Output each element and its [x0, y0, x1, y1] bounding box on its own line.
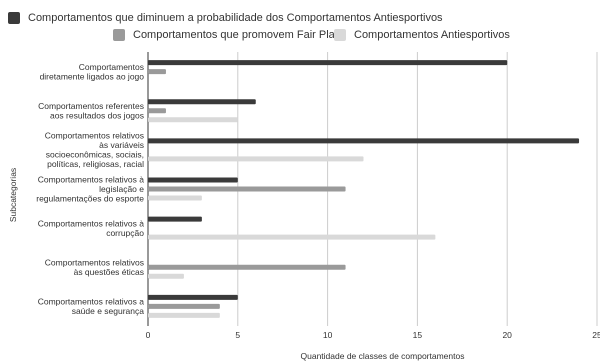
- bar-s1-c5: [148, 264, 346, 270]
- x-tick-label-10: 10: [323, 330, 333, 340]
- bar-s2-c4: [148, 234, 436, 240]
- x-tick-labels: 0 5 10 15 20 25: [146, 330, 600, 340]
- category-label-4: Comportamentos relativos à corrupção: [38, 218, 145, 238]
- bar-s1-c3: [148, 186, 346, 192]
- bar-s2-c6: [148, 312, 220, 318]
- category-label-3: Comportamentos relativos à legislação e re…: [36, 175, 144, 204]
- bar-s0-c3: [148, 177, 238, 183]
- category-label-2: Comportamentos relativos às variáveis soci…: [45, 131, 144, 170]
- x-tick-label-5: 5: [235, 330, 240, 340]
- x-axis-title: Quantidade de classes de comportamentos: [301, 351, 465, 361]
- legend-swatch-fair-play: [113, 29, 125, 41]
- x-tick-label-0: 0: [146, 330, 151, 340]
- bar-s2-c5: [148, 273, 184, 279]
- bars: [148, 60, 580, 318]
- category-label-6: Comportamentos relativos a saúde e segura…: [38, 297, 145, 317]
- bar-s0-c0: [148, 60, 508, 66]
- bar-s0-c2: [148, 138, 580, 144]
- legend-swatch-diminuem: [8, 12, 20, 24]
- y-axis-title: Subcategorias: [8, 168, 18, 222]
- category-label-0: Comportamentos diretamente ligados ao jog…: [40, 62, 145, 82]
- bar-s1-c0: [148, 69, 166, 75]
- x-tick-label-25: 25: [592, 330, 600, 340]
- category-label-5: Comportamentos relativos às questões étic…: [45, 258, 144, 278]
- bar-s2-c1: [148, 117, 238, 123]
- legend-entry-antiesportivos: Comportamentos Antiesportivos: [334, 29, 510, 41]
- x-tick-label-15: 15: [413, 330, 423, 340]
- chart-legend: Comportamentos que diminuem a probabilid…: [0, 0, 600, 48]
- legend-label-diminuem: Comportamentos que diminuem a probabilid…: [28, 12, 443, 24]
- legend-label-antiesportivos: Comportamentos Antiesportivos: [354, 29, 510, 41]
- bar-s2-c2: [148, 156, 364, 162]
- bar-s2-c3: [148, 195, 202, 201]
- legend-label-fair-play: Comportamentos que promovem Fair Play: [133, 29, 341, 41]
- bar-s1-c6: [148, 303, 220, 309]
- category-labels: Comportamentos diretamente ligados ao jog…: [36, 62, 144, 316]
- bar-s1-c1: [148, 108, 166, 114]
- bar-s0-c4: [148, 216, 202, 222]
- legend-entry-fair-play: Comportamentos que promovem Fair Play: [113, 29, 340, 41]
- category-label-1: Comportamentos referentes aos resultados …: [38, 101, 144, 121]
- x-tick-label-20: 20: [502, 330, 512, 340]
- bar-s0-c6: [148, 294, 238, 300]
- bar-s0-c1: [148, 99, 256, 105]
- legend-entry-diminuem: Comportamentos que diminuem a probabilid…: [8, 12, 443, 24]
- legend-swatch-antiesportivos: [334, 29, 346, 41]
